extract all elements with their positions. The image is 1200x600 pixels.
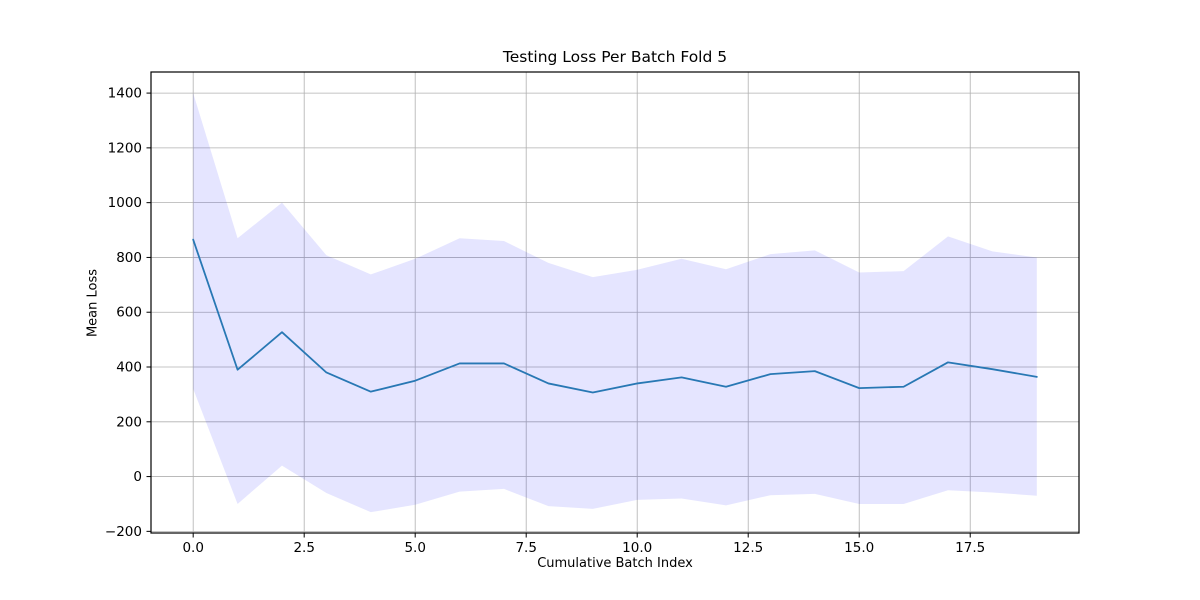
y-tick-label: 600: [116, 305, 142, 321]
y-tick-label: 1200: [108, 140, 142, 156]
y-tick-label: 400: [116, 360, 142, 376]
x-tick-label: 7.5: [515, 540, 536, 556]
x-tick-label: 17.5: [955, 540, 985, 556]
x-axis-label: Cumulative Batch Index: [537, 556, 693, 571]
x-tick-label: 2.5: [293, 540, 314, 556]
y-tick-label: 0: [133, 469, 142, 485]
axes-frame: [150, 71, 1080, 534]
y-tick-label: −200: [105, 524, 142, 540]
y-tick-label: 1400: [108, 86, 142, 102]
y-axis-label: Mean Loss: [85, 268, 101, 338]
mean-loss-line: [192, 238, 1038, 394]
x-tick-label: 12.5: [733, 540, 763, 556]
x-tick-label: 0.0: [182, 540, 203, 556]
x-tick-label: 5.0: [404, 540, 425, 556]
y-tick-label: 200: [116, 414, 142, 430]
x-tick-label: 10.0: [622, 540, 652, 556]
confidence-band: [193, 93, 1037, 513]
y-tick-label: 800: [116, 250, 142, 266]
y-tick-label: 1000: [108, 195, 142, 211]
chart-title: Testing Loss Per Batch Fold 5: [502, 48, 728, 66]
x-tick-label: 15.0: [844, 540, 874, 556]
